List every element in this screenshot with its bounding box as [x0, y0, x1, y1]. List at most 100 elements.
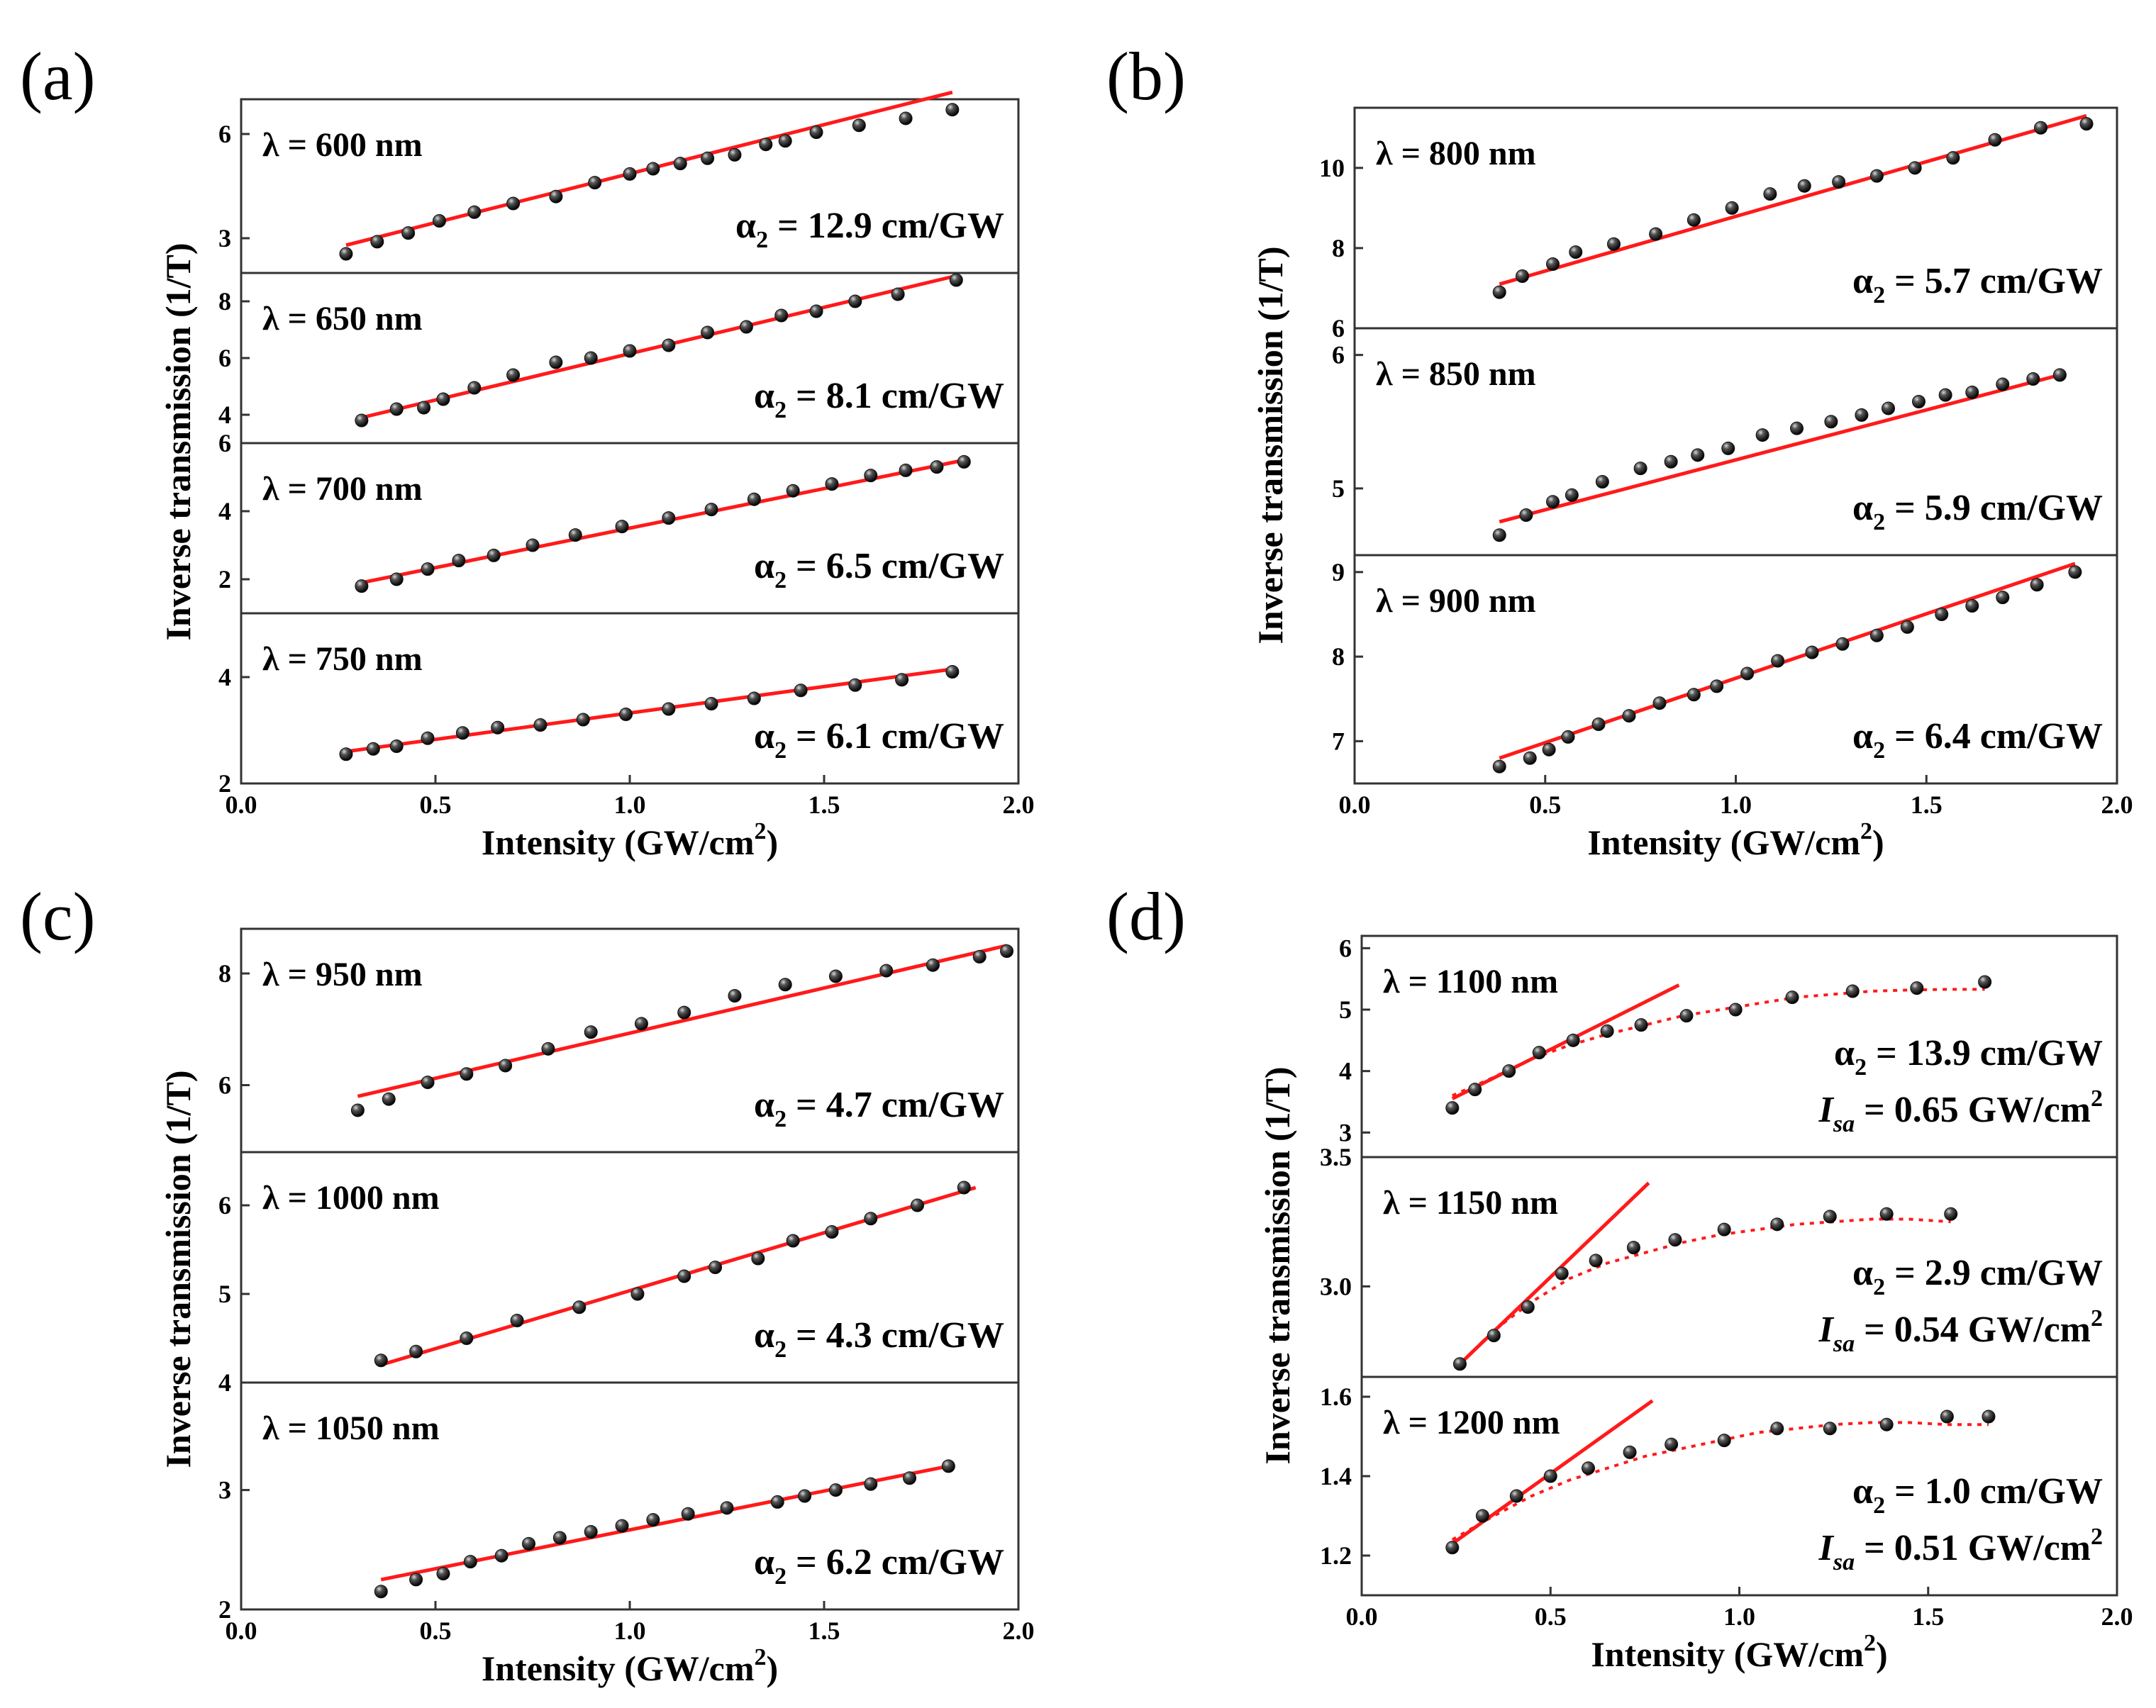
data-point — [2079, 117, 2094, 131]
data-point — [825, 1225, 839, 1239]
wavelength-label: λ = 850 nm — [1376, 355, 1536, 393]
data-point — [728, 989, 742, 1003]
data-point — [421, 562, 435, 576]
data-point — [1944, 1207, 1958, 1221]
alpha2-label: α2 = 5.7 cm/GW — [1852, 261, 2103, 308]
data-point — [1516, 269, 1529, 283]
linear-fit-line — [357, 944, 1008, 1098]
data-point — [1755, 428, 1769, 442]
data-point — [701, 325, 715, 340]
y-tick-label: 6 — [1332, 314, 1345, 342]
data-point — [1589, 1254, 1603, 1268]
data-point — [809, 304, 823, 318]
data-point — [1561, 730, 1575, 744]
linear-fit-line — [1451, 983, 1680, 1100]
data-point — [1546, 495, 1560, 509]
data-point — [1770, 1422, 1784, 1436]
wavelength-label: λ = 600 nm — [262, 126, 423, 164]
y-tick-label: 5 — [218, 1280, 231, 1308]
data-point — [467, 381, 482, 395]
data-point — [852, 118, 866, 133]
data-point — [417, 401, 431, 415]
data-point — [552, 1531, 567, 1545]
data-point — [864, 1477, 878, 1491]
data-point — [1900, 620, 1914, 634]
data-point — [1582, 1461, 1595, 1475]
plot-frame — [240, 927, 1020, 1611]
data-point — [1965, 385, 1979, 399]
data-point — [499, 1059, 513, 1073]
data-point — [355, 579, 369, 593]
data-point — [584, 1525, 598, 1539]
y-axis-label: Inverse transmission (1/T) — [158, 1070, 198, 1468]
alpha2-label: α2 = 1.0 cm/GW — [1852, 1471, 2103, 1519]
data-point — [630, 1287, 645, 1301]
data-point — [460, 1332, 474, 1345]
data-point — [389, 572, 404, 586]
y-tick-label: 8 — [218, 959, 231, 988]
data-point — [1591, 718, 1606, 732]
data-point — [1996, 377, 2010, 391]
data-point — [879, 964, 894, 978]
data-point — [1566, 1033, 1580, 1047]
subplot-3: 2 4 6 λ = 700 nm α2 = 6.5 cm/GW — [218, 429, 1018, 593]
data-point — [1542, 742, 1556, 757]
data-point — [339, 747, 353, 761]
data-point — [864, 1212, 878, 1226]
y-tick-label: 6 — [218, 1071, 231, 1100]
data-point — [662, 338, 676, 352]
x-tick-label: 2.0 — [1003, 791, 1035, 819]
data-point — [1565, 488, 1579, 502]
data-point — [759, 138, 773, 152]
data-point — [1691, 448, 1705, 462]
data-point — [1649, 227, 1663, 241]
data-point — [382, 1092, 396, 1106]
data-point — [899, 463, 913, 477]
data-point — [945, 665, 960, 679]
data-point — [1445, 1541, 1460, 1555]
data-point — [615, 520, 629, 534]
data-point — [1882, 401, 1895, 415]
data-point — [1908, 161, 1922, 175]
data-point — [1502, 1064, 1516, 1078]
data-point — [798, 1489, 812, 1503]
data-point — [1000, 944, 1014, 958]
data-point — [739, 320, 753, 334]
data-point — [1687, 688, 1701, 702]
data-point — [584, 351, 598, 365]
data-point — [1785, 990, 1799, 1005]
wavelength-label: λ = 750 nm — [262, 640, 423, 678]
data-point — [899, 111, 913, 125]
data-point — [677, 1005, 691, 1020]
data-point — [728, 147, 742, 162]
data-point — [370, 235, 384, 249]
data-point — [491, 720, 505, 735]
x-tick-label: 1.0 — [614, 1617, 646, 1645]
y-tick-label: 8 — [218, 287, 231, 316]
y-tick-label: 5 — [1332, 474, 1345, 503]
x-tick-label: 0.5 — [420, 791, 452, 819]
data-point — [588, 176, 602, 190]
x-tick-label: 1.0 — [1720, 791, 1752, 819]
data-point — [506, 368, 521, 382]
data-point — [623, 344, 637, 358]
data-point — [945, 103, 960, 117]
y-tick-label: 4 — [218, 663, 231, 691]
x-tick-label: 1.5 — [1912, 1602, 1944, 1631]
data-point — [774, 308, 789, 323]
data-point — [786, 484, 800, 498]
data-point — [1940, 1410, 1954, 1424]
x-tick-label: 2.0 — [2101, 1602, 2133, 1631]
data-point — [355, 413, 369, 428]
data-point — [463, 1555, 477, 1569]
alpha2-label: α2 = 8.1 cm/GW — [754, 376, 1004, 423]
data-point — [1468, 1083, 1482, 1097]
data-point — [701, 151, 715, 165]
wavelength-label: λ = 900 nm — [1376, 582, 1536, 620]
data-point — [374, 1353, 388, 1368]
x-tick-label: 2.0 — [2101, 791, 2133, 819]
x-tick-label: 0.0 — [226, 1617, 257, 1645]
